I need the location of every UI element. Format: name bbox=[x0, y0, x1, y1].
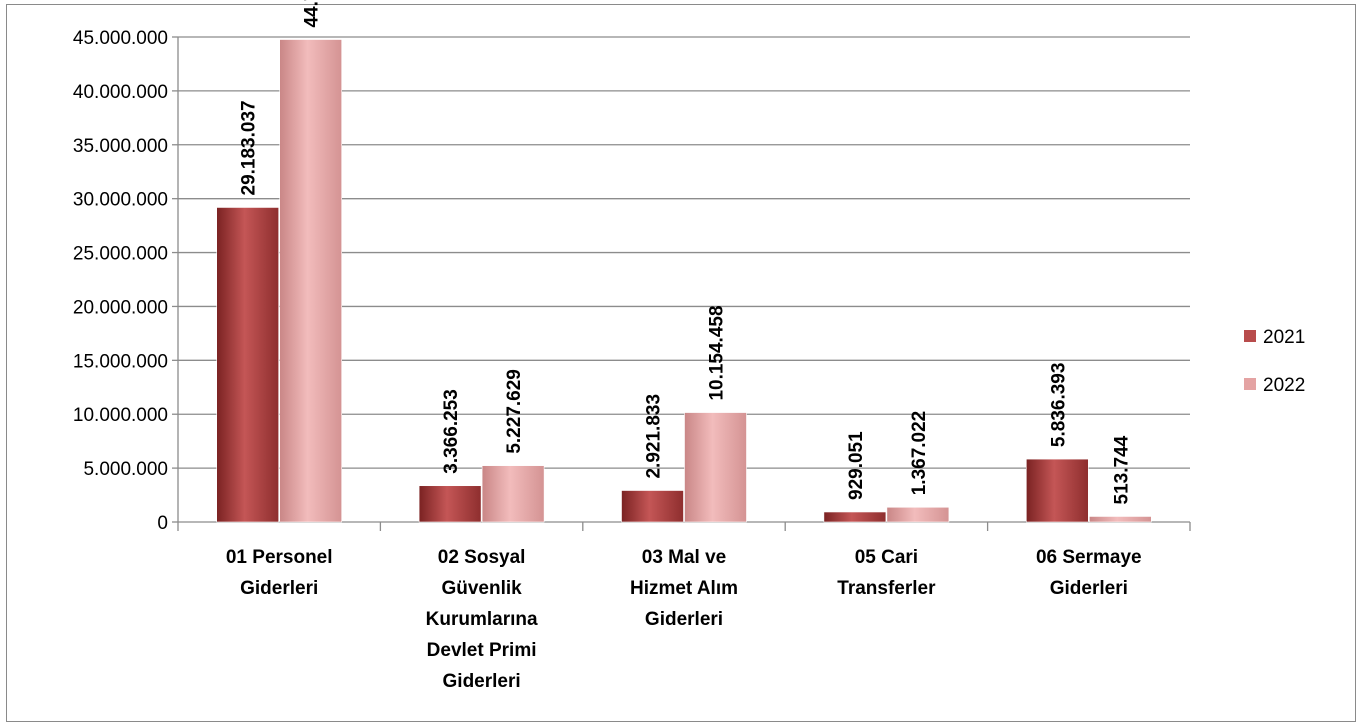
data-label: 29.183.037 bbox=[239, 100, 260, 195]
data-label: 10.154.458 bbox=[707, 305, 728, 400]
axes: 0 5.000.000 10.000.000 15.000.000 20.000.000… bbox=[73, 28, 1191, 692]
x-category-label: 06 Sermaye Giderleri bbox=[1036, 547, 1142, 599]
y-tick-label: 5.000.000 bbox=[83, 459, 168, 480]
bar-2021-1 bbox=[216, 207, 279, 523]
bar-2021-5 bbox=[1026, 458, 1089, 523]
data-label: 2.921.833 bbox=[644, 394, 665, 479]
y-tick-label: 40.000.000 bbox=[73, 82, 168, 103]
bar-2021-4 bbox=[823, 511, 887, 523]
bars bbox=[216, 39, 1152, 523]
y-tick-label: 30.000.000 bbox=[73, 190, 168, 211]
data-label: 929.051 bbox=[846, 431, 867, 500]
bar-2022-1 bbox=[279, 39, 343, 523]
x-category-label-line: Transferler bbox=[837, 578, 936, 599]
x-category-label-line: 06 Sermaye bbox=[1036, 547, 1142, 568]
x-category-label-line: Hizmet Alım bbox=[630, 578, 738, 599]
y-tick-label: 35.000.000 bbox=[73, 136, 168, 157]
x-category-label: 01 Personel Giderleri bbox=[226, 547, 333, 599]
bar-2022-2 bbox=[481, 465, 545, 523]
y-tick-label: 10.000.000 bbox=[73, 405, 168, 426]
data-label: 5.227.629 bbox=[504, 369, 525, 454]
x-category-label: 05 Cari Transferler bbox=[837, 547, 936, 599]
legend: 2021 2022 bbox=[1244, 327, 1305, 396]
x-category-label-line: 02 Sosyal bbox=[438, 547, 526, 568]
bar-2022-5 bbox=[1089, 516, 1152, 523]
y-tick-label: 20.000.000 bbox=[73, 297, 168, 318]
x-category-label-line: 03 Mal ve bbox=[642, 547, 727, 568]
data-label: 513.744 bbox=[1111, 435, 1132, 504]
data-labels: 29.183.037 44.765.442 3.366.253 5.227.629 2.… bbox=[239, 0, 1133, 504]
x-category-label: 03 Mal ve Hizmet Alım Giderleri bbox=[630, 547, 738, 630]
bar-2022-4 bbox=[886, 506, 950, 523]
y-tick-label: 0 bbox=[157, 513, 168, 534]
gridlines bbox=[178, 36, 1190, 469]
x-category-label-line: Giderleri bbox=[240, 578, 318, 599]
x-category-label-line: Kurumlarına bbox=[426, 609, 538, 630]
data-label: 1.367.022 bbox=[909, 411, 930, 496]
data-label: 5.836.393 bbox=[1048, 363, 1069, 448]
x-category-label-line: Giderleri bbox=[1050, 578, 1128, 599]
legend-swatch-2022 bbox=[1244, 378, 1256, 390]
x-category-label-line: Devlet Primi bbox=[427, 640, 537, 661]
x-category-label-line: 05 Cari bbox=[855, 547, 918, 568]
y-tick-label: 25.000.000 bbox=[73, 244, 168, 265]
bar-2022-3 bbox=[684, 412, 747, 523]
x-category-label: 02 Sosyal Güvenlik Kurumlarına Devlet Primi… bbox=[426, 547, 538, 692]
x-category-label-line: 01 Personel bbox=[226, 547, 333, 568]
data-label: 44.765.442 bbox=[302, 0, 323, 28]
x-category-label-line: Giderleri bbox=[443, 671, 521, 692]
legend-label-2021: 2021 bbox=[1263, 327, 1305, 348]
x-category-label-line: Giderleri bbox=[645, 609, 723, 630]
legend-swatch-2021 bbox=[1244, 330, 1256, 342]
legend-label-2022: 2022 bbox=[1263, 375, 1305, 396]
x-category-label-line: Güvenlik bbox=[441, 578, 522, 599]
bar-2021-3 bbox=[621, 490, 684, 523]
y-tick-label: 45.000.000 bbox=[73, 28, 168, 49]
data-label: 3.366.253 bbox=[441, 389, 462, 474]
y-tick-label: 15.000.000 bbox=[73, 351, 168, 372]
bar-2021-2 bbox=[418, 485, 482, 523]
